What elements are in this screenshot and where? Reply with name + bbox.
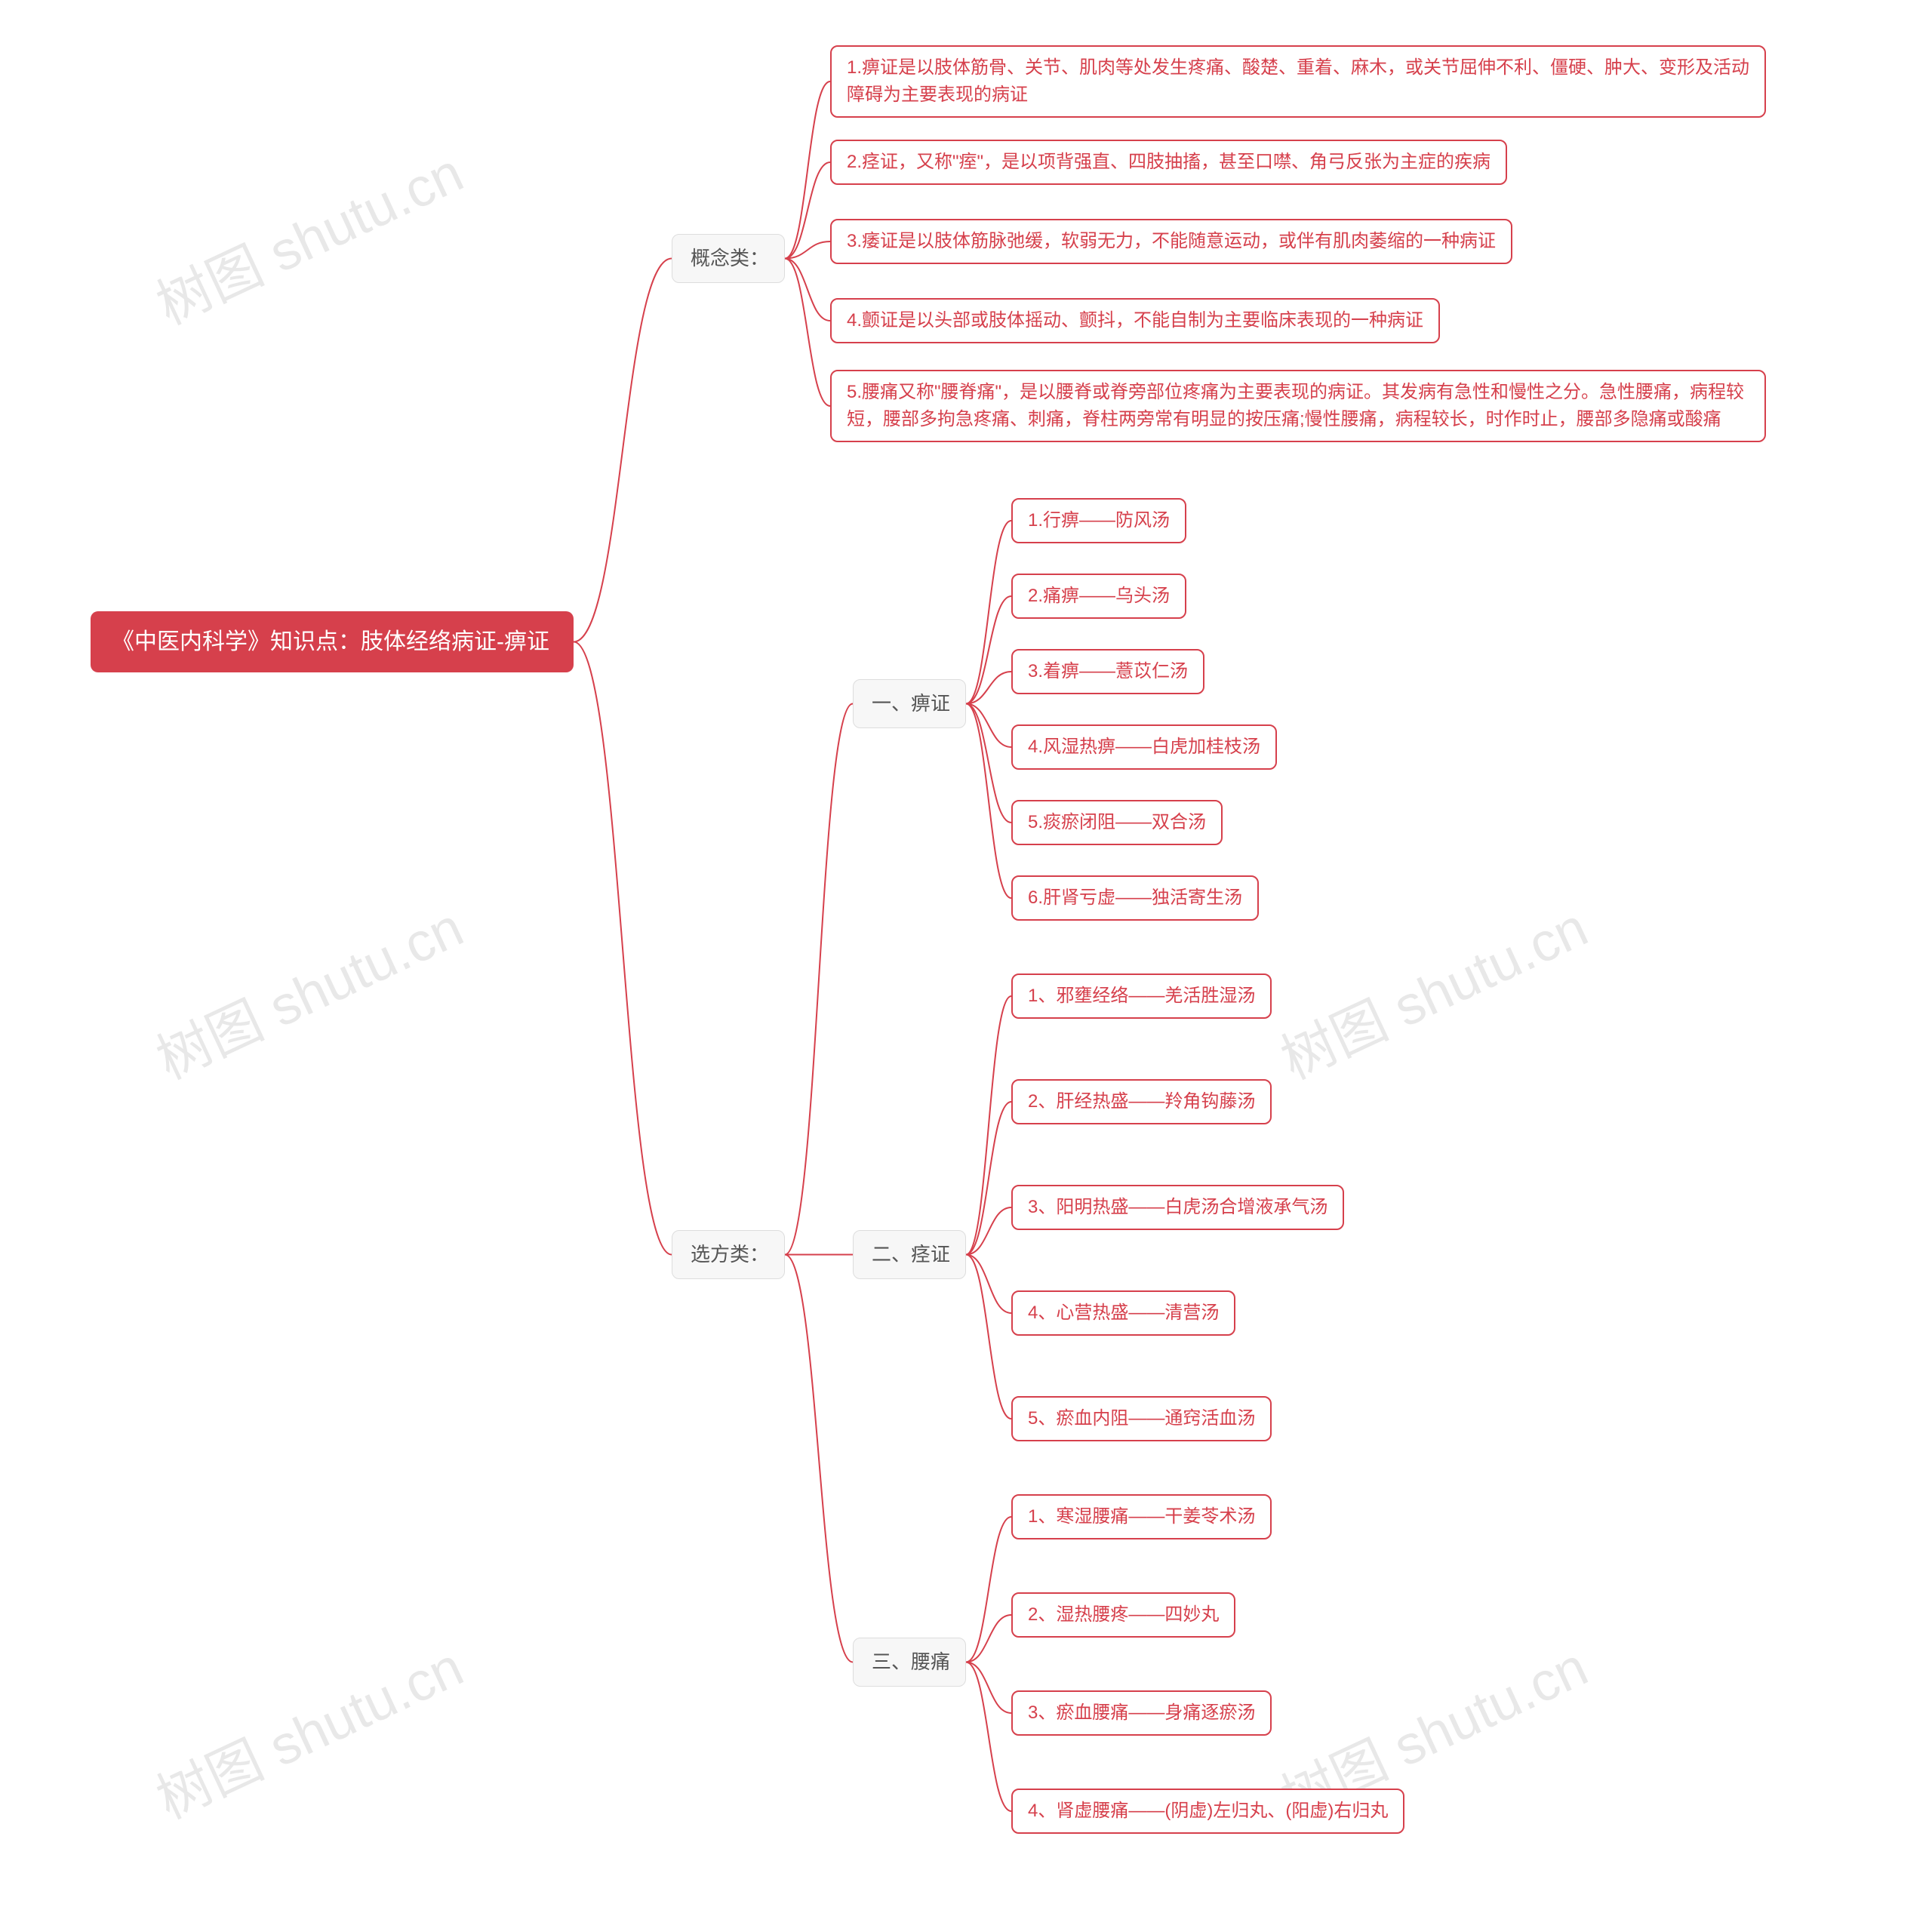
connector [785, 259, 830, 407]
mindmap-node[interactable]: 5.痰瘀闭阻——双合汤 [1011, 800, 1223, 845]
connector [966, 1102, 1011, 1255]
mindmap-node[interactable]: 4.风湿热痹——白虎加桂枝汤 [1011, 724, 1277, 770]
connector [966, 704, 1011, 823]
mindmap-node[interactable]: 2.痉证，又称"痓"，是以项背强直、四肢抽搐，甚至口噤、角弓反张为主症的疾病 [830, 140, 1507, 185]
connector [785, 704, 853, 1255]
mindmap-node[interactable]: 选方类： [672, 1230, 785, 1279]
connector [966, 1615, 1011, 1662]
connector [966, 704, 1011, 899]
mindmap-node[interactable]: 2.痛痹——乌头汤 [1011, 574, 1186, 619]
mindmap-node[interactable]: 4、肾虚腰痛——(阴虚)左归丸、(阳虚)右归丸 [1011, 1789, 1404, 1834]
mindmap-node[interactable]: 2、肝经热盛——羚角钩藤汤 [1011, 1079, 1272, 1124]
connector [966, 1662, 1011, 1714]
connector [785, 1255, 853, 1662]
connector [966, 1255, 1011, 1419]
mindmap-node[interactable]: 1.行痹——防风汤 [1011, 498, 1186, 543]
connector [966, 1207, 1011, 1255]
mindmap-node[interactable]: 概念类： [672, 234, 785, 283]
connector [966, 521, 1011, 704]
mindmap-node[interactable]: 1、邪壅经络——羌活胜湿汤 [1011, 973, 1272, 1019]
connector [574, 259, 672, 642]
watermark: 树图 shutu.cn [142, 884, 474, 1095]
connector [785, 259, 830, 321]
mindmap-node[interactable]: 5.腰痛又称"腰脊痛"，是以腰脊或脊旁部位疼痛为主要表现的病证。其发病有急性和慢… [830, 370, 1766, 442]
mindmap-node[interactable]: 3.痿证是以肢体筋脉弛缓，软弱无力，不能随意运动，或伴有肌肉萎缩的一种病证 [830, 219, 1512, 264]
connector [966, 1255, 1011, 1314]
mindmap-node[interactable]: 4.颤证是以头部或肢体摇动、颤抖，不能自制为主要临床表现的一种病证 [830, 298, 1440, 343]
watermark: 树图 shutu.cn [142, 1623, 474, 1835]
mindmap-node[interactable]: 3、瘀血腰痛——身痛逐瘀汤 [1011, 1690, 1272, 1736]
connector [966, 1517, 1011, 1662]
connector [785, 82, 830, 259]
watermark: 树图 shutu.cn [1266, 884, 1598, 1095]
mindmap-node[interactable]: 1、寒湿腰痛——干姜苓术汤 [1011, 1494, 1272, 1539]
connector [966, 672, 1011, 704]
mindmap-node[interactable]: 1.痹证是以肢体筋骨、关节、肌肉等处发生疼痛、酸楚、重着、麻木，或关节屈伸不利、… [830, 45, 1766, 118]
mindmap-node[interactable]: 三、腰痛 [853, 1638, 966, 1687]
mindmap-node[interactable]: 2、湿热腰疼——四妙丸 [1011, 1592, 1235, 1638]
mindmap-node[interactable]: 3.着痹——薏苡仁汤 [1011, 649, 1204, 694]
connector [966, 1662, 1011, 1812]
mindmap-node[interactable]: 二、痉证 [853, 1230, 966, 1279]
watermark: 树图 shutu.cn [142, 129, 474, 340]
connector [785, 162, 830, 259]
connector [966, 996, 1011, 1255]
mindmap-node[interactable]: 4、心营热盛——清营汤 [1011, 1290, 1235, 1336]
mindmap-node[interactable]: 一、痹证 [853, 679, 966, 728]
connector [966, 596, 1011, 704]
mindmap-node[interactable]: 3、阳明热盛——白虎汤合增液承气汤 [1011, 1185, 1344, 1230]
connector [785, 241, 830, 259]
connector [966, 704, 1011, 748]
mindmap-node[interactable]: 《中医内科学》知识点：肢体经络病证-痹证 [91, 611, 574, 672]
mindmap-node[interactable]: 5、瘀血内阻——通窍活血汤 [1011, 1396, 1272, 1441]
connector [574, 642, 672, 1255]
mindmap-node[interactable]: 6.肝肾亏虚——独活寄生汤 [1011, 875, 1259, 921]
